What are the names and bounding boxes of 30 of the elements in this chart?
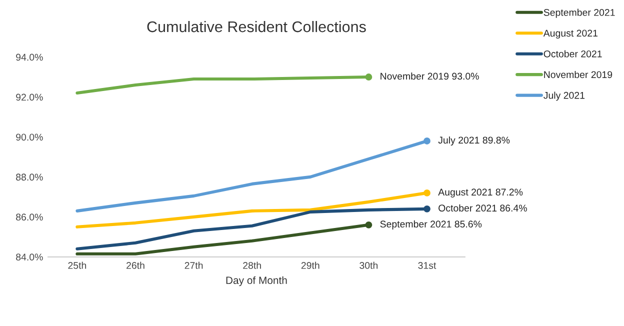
chart-title: Cumulative Resident Collections: [147, 20, 366, 32]
y-tick-label: 86.0%: [16, 214, 43, 221]
legend-label: October 2021: [544, 50, 602, 58]
point: [424, 138, 430, 144]
legend-label: August 2021: [543, 30, 598, 39]
y-tick-label: 94.0%: [16, 54, 43, 61]
legend-label: July 2021: [544, 92, 585, 101]
data-label: September 2021 85.6%: [380, 220, 482, 230]
x-tick-label: 29th: [301, 262, 320, 269]
y-tick-label: 92.0%: [16, 94, 43, 101]
y-tick-label: 84.0%: [16, 254, 43, 261]
x-tick-label: 27th: [184, 262, 203, 269]
x-tick-label: 28th: [243, 262, 261, 269]
x-tick-label: 25th: [68, 262, 86, 269]
point: [365, 74, 372, 81]
data-label: November 2019 93.0%: [380, 72, 479, 80]
data-label: August 2021 87.2%: [438, 188, 523, 198]
y-tick-label: 88.0%: [16, 174, 43, 181]
point: [365, 221, 372, 228]
x-tick-label: 30th: [360, 262, 378, 269]
x-tick-label: 31st: [418, 262, 436, 269]
x-axis-title: Day of Month: [226, 276, 287, 286]
data-label: October 2021 86.4%: [438, 204, 527, 212]
data-label: July 2021 89.8%: [438, 136, 510, 146]
x-tick-label: 26th: [126, 262, 144, 269]
legend-label: November 2019: [544, 70, 612, 78]
legend-label: September 2021: [544, 8, 615, 18]
y-tick-label: 90.0%: [16, 134, 43, 141]
point: [424, 205, 430, 212]
point: [424, 189, 430, 196]
